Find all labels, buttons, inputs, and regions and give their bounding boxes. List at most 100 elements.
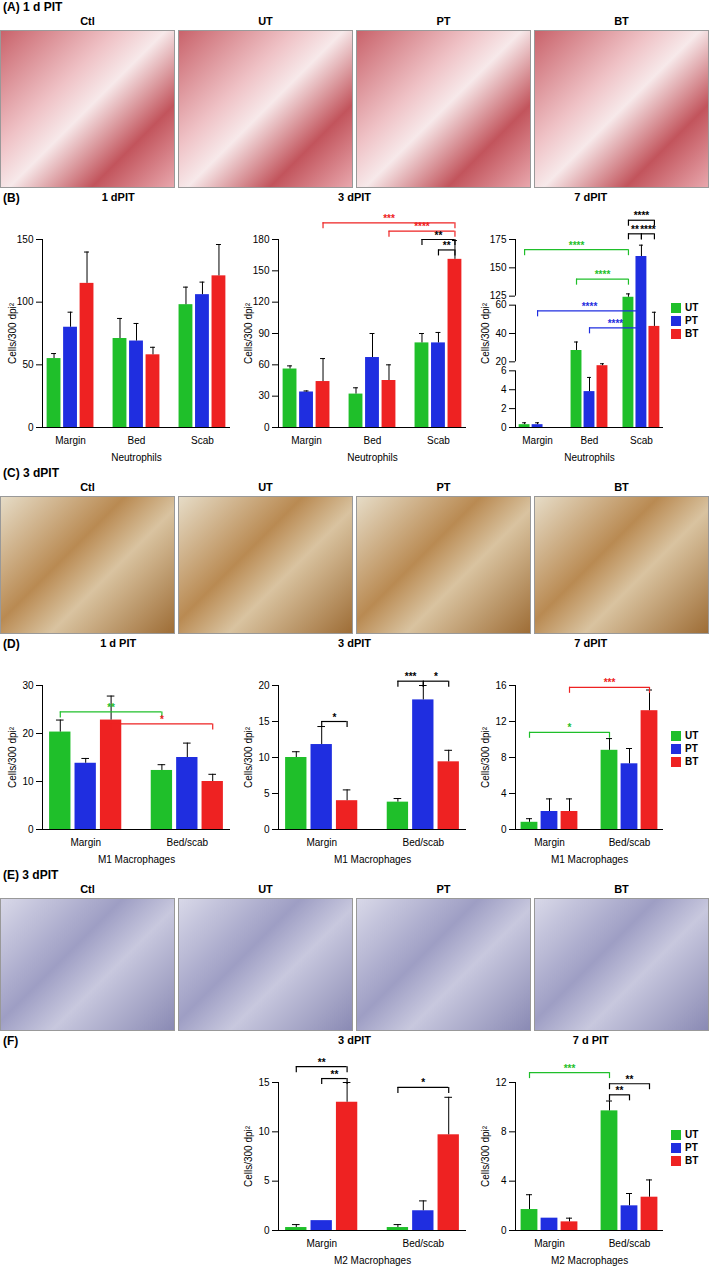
svg-text:****: **** [607,318,623,329]
svg-text:Bed/scab: Bed/scab [403,837,445,848]
svg-text:****: **** [415,221,431,232]
svg-text:M1 Macrophages: M1 Macrophages [98,854,175,865]
svg-text:**: ** [615,1085,623,1096]
svg-text:Margin: Margin [55,435,86,446]
svg-text:****: **** [581,301,597,312]
svg-text:0: 0 [501,824,507,835]
svg-text:150: 150 [17,234,34,245]
svg-text:Margin: Margin [307,1238,338,1249]
svg-text:0: 0 [501,422,507,433]
svg-text:50: 50 [22,359,34,370]
svg-text:***: *** [603,677,615,688]
svg-text:0: 0 [264,422,270,433]
svg-text:20: 20 [259,680,271,691]
svg-text:Margin: Margin [307,837,338,848]
svg-text:Margin: Margin [522,435,553,446]
svg-text:Cells/300 dpi²: Cells/300 dpi² [479,726,490,788]
svg-text:16: 16 [495,680,507,691]
svg-text:Cells/300 dpi²: Cells/300 dpi² [243,726,254,788]
svg-text:4: 4 [501,384,507,395]
svg-text:Margin: Margin [292,435,323,446]
svg-text:10: 10 [22,776,34,787]
svg-text:**: ** [107,702,115,713]
svg-text:5: 5 [264,1175,270,1186]
svg-text:90: 90 [259,328,271,339]
svg-text:Margin: Margin [534,1238,565,1249]
svg-text:**: ** [625,1074,633,1085]
svg-text:Cells/300 dpi²: Cells/300 dpi² [243,302,254,364]
svg-text:Neutrophils: Neutrophils [348,452,399,463]
svg-text:Margin: Margin [70,837,101,848]
svg-text:Neutrophils: Neutrophils [564,452,615,463]
svg-text:10: 10 [259,1126,271,1137]
svg-text:***: *** [383,213,395,224]
svg-text:100: 100 [17,296,34,307]
svg-text:M1 Macrophages: M1 Macrophages [334,854,411,865]
svg-text:4: 4 [501,788,507,799]
svg-text:Neutrophils: Neutrophils [111,452,162,463]
svg-text:Bed: Bed [580,435,598,446]
svg-text:30: 30 [22,680,34,691]
svg-text:Scab: Scab [427,435,450,446]
svg-text:Bed/scab: Bed/scab [608,1238,650,1249]
svg-text:40: 40 [495,328,507,339]
svg-text:150: 150 [253,265,270,276]
svg-text:*: * [160,714,164,725]
svg-text:****: **** [568,240,584,251]
svg-text:12: 12 [495,1077,507,1088]
svg-text:5: 5 [264,788,270,799]
svg-text:****: **** [640,224,656,235]
svg-text:0: 0 [264,1225,270,1236]
svg-text:120: 120 [253,296,270,307]
svg-text:Bed/scab: Bed/scab [166,837,208,848]
svg-text:0: 0 [264,824,270,835]
svg-text:8: 8 [501,752,507,763]
svg-text:****: **** [633,210,649,221]
svg-text:Cells/300 dpi²: Cells/300 dpi² [243,1125,254,1187]
svg-text:***: *** [563,1063,575,1074]
svg-text:125: 125 [489,290,506,301]
svg-text:15: 15 [259,716,271,727]
svg-text:30: 30 [259,390,271,401]
svg-text:****: **** [594,269,610,280]
svg-text:180: 180 [253,234,270,245]
svg-text:10: 10 [259,752,271,763]
svg-text:M1 Macrophages: M1 Macrophages [551,854,628,865]
svg-text:***: *** [405,671,417,682]
svg-text:20: 20 [495,356,507,367]
svg-text:**: ** [318,1057,326,1068]
svg-text:Bed: Bed [364,435,382,446]
svg-text:0: 0 [28,422,34,433]
svg-text:15: 15 [259,1077,271,1088]
svg-text:Bed/scab: Bed/scab [608,837,650,848]
svg-text:Bed/scab: Bed/scab [403,1238,445,1249]
svg-text:**: ** [331,1069,339,1080]
svg-text:M2 Macrophages: M2 Macrophages [334,1255,411,1266]
svg-text:150: 150 [489,262,506,273]
svg-text:8: 8 [501,1126,507,1137]
svg-text:Cells/300 dpi²: Cells/300 dpi² [7,302,18,364]
svg-text:0: 0 [501,1225,507,1236]
svg-text:Cells/300 dpi²: Cells/300 dpi² [479,1125,490,1187]
svg-text:Bed: Bed [128,435,146,446]
svg-text:4: 4 [501,1175,507,1186]
svg-text:175: 175 [489,234,506,245]
svg-text:Scab: Scab [630,435,653,446]
svg-text:**: ** [443,240,451,251]
svg-text:*: * [422,1077,426,1088]
svg-text:2: 2 [501,403,507,414]
svg-text:*: * [333,712,337,723]
svg-text:Margin: Margin [534,837,565,848]
svg-text:*: * [567,722,571,733]
svg-text:0: 0 [28,824,34,835]
svg-text:Cells/300 dpi²: Cells/300 dpi² [7,726,18,788]
svg-text:**: ** [631,224,639,235]
svg-text:M2 Macrophages: M2 Macrophages [551,1255,628,1266]
svg-text:Cells/300 dpi²: Cells/300 dpi² [479,302,490,364]
svg-text:20: 20 [22,728,34,739]
svg-text:Scab: Scab [191,435,214,446]
svg-text:60: 60 [259,359,271,370]
svg-text:**: ** [435,230,443,241]
svg-text:12: 12 [495,716,507,727]
svg-text:*: * [434,671,438,682]
